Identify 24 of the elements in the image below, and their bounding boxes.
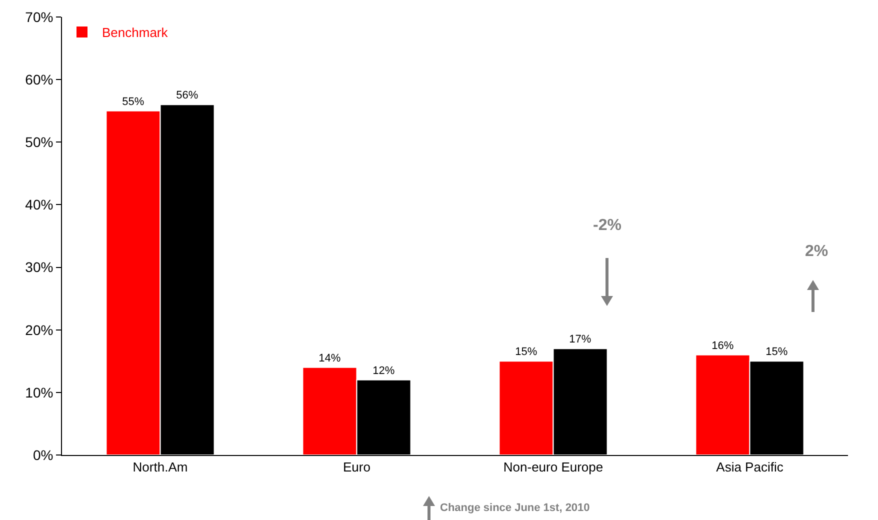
annotation: -2% bbox=[593, 217, 622, 234]
y-tick-label: 30% bbox=[25, 259, 54, 276]
text: Change since June 1st, 2010 bbox=[440, 502, 590, 514]
y-tick-label: 50% bbox=[25, 134, 54, 150]
data-label: 55% bbox=[122, 96, 144, 108]
y-tick-label: 70% bbox=[25, 8, 54, 25]
y-tick-label: 0% bbox=[32, 446, 54, 463]
x-tick-label: North.Am bbox=[132, 460, 188, 475]
data-label: 17% bbox=[569, 334, 592, 346]
x-tick-label: Non-euro Europe bbox=[503, 460, 604, 475]
y-tick-label: 40% bbox=[25, 196, 54, 213]
x-tick-label: Asia Pacific bbox=[716, 460, 784, 475]
data-label: 56% bbox=[176, 90, 198, 102]
x-tick-label: Euro bbox=[343, 460, 370, 475]
data-label: 12% bbox=[372, 364, 395, 377]
data-label: 15% bbox=[766, 346, 788, 358]
data-label: 14% bbox=[318, 352, 341, 364]
y-tick-label: 60% bbox=[25, 71, 54, 88]
y-tick-label: 10% bbox=[25, 384, 54, 400]
y-tick-label: 20% bbox=[25, 322, 54, 338]
annotation: 2% bbox=[805, 243, 828, 260]
legend-label: Benchmark bbox=[102, 25, 168, 40]
data-label: 15% bbox=[515, 346, 538, 358]
data-label: 16% bbox=[712, 340, 734, 352]
